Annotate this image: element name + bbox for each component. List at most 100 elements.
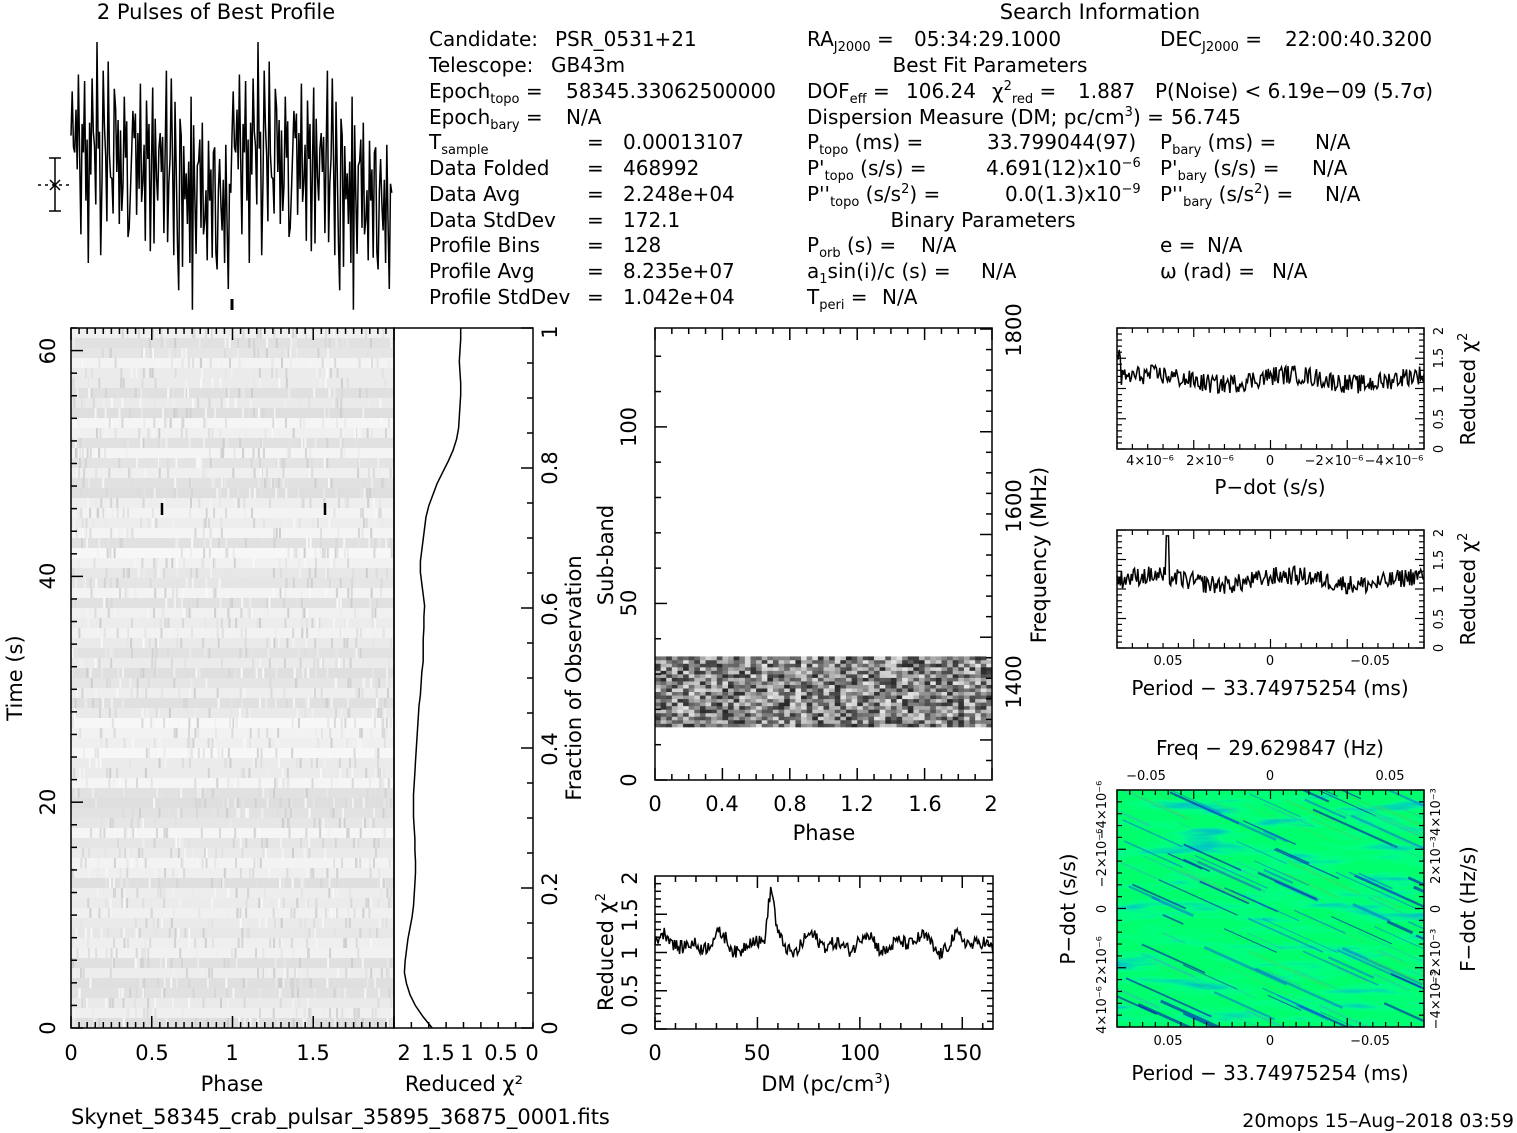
tp-cell bbox=[118, 458, 121, 468]
tp-cell bbox=[333, 928, 336, 938]
sb-cell bbox=[716, 712, 723, 717]
tp-cell bbox=[307, 998, 310, 1008]
tp-cell bbox=[375, 678, 378, 688]
tp-cell bbox=[235, 668, 238, 678]
tp-cell bbox=[278, 558, 281, 568]
tp-cell bbox=[262, 768, 265, 778]
tp-cell bbox=[82, 478, 85, 488]
tp-cell bbox=[373, 838, 376, 848]
tp-cell bbox=[309, 498, 312, 508]
sb-cell bbox=[772, 695, 780, 700]
tp-row bbox=[71, 498, 394, 508]
tp-cell bbox=[304, 648, 307, 658]
tp-cell bbox=[102, 398, 105, 408]
sb-xtick-5: 2 bbox=[984, 792, 997, 816]
tp-cell bbox=[157, 888, 160, 898]
period-chi2-plot: 0.05 0 −0.05 Period − 33.74975254 (ms) 0… bbox=[1116, 529, 1480, 700]
sb-cell bbox=[851, 667, 858, 671]
ppdot-streak bbox=[1221, 963, 1303, 1002]
sb-cell bbox=[896, 659, 903, 664]
tp-cell bbox=[308, 808, 311, 818]
tp-cell bbox=[227, 778, 230, 788]
tp-cell bbox=[128, 488, 131, 498]
tp-cell bbox=[308, 848, 311, 858]
sb-cell bbox=[801, 719, 808, 724]
tp-cell bbox=[387, 968, 390, 978]
tp-cell bbox=[110, 398, 113, 408]
sb-cell bbox=[952, 659, 959, 664]
tp-cell bbox=[173, 728, 176, 738]
tp-cell bbox=[173, 668, 176, 678]
sb-cell bbox=[823, 667, 830, 671]
tp-cell bbox=[271, 638, 274, 648]
pp-lefttick-1: 2×10⁻⁶ bbox=[1095, 936, 1110, 984]
tp-cell bbox=[268, 968, 271, 978]
sb-cell bbox=[840, 702, 847, 707]
tp-cell bbox=[93, 408, 96, 418]
sb-cell bbox=[986, 705, 992, 710]
tp-cell bbox=[351, 798, 354, 808]
subband-x-ticks: 0 0.4 0.8 1.2 1.6 2 bbox=[648, 792, 997, 816]
sb-cell bbox=[705, 688, 712, 693]
tp-cell bbox=[339, 598, 342, 608]
tp-row bbox=[71, 988, 394, 998]
tp-cell bbox=[232, 468, 235, 478]
tp-cell bbox=[253, 468, 256, 478]
tp-cell bbox=[390, 898, 393, 908]
tp-cell bbox=[370, 968, 373, 978]
tp-cell bbox=[270, 908, 273, 918]
sb-cell bbox=[874, 684, 881, 689]
tp-row bbox=[71, 908, 394, 918]
sb-cell bbox=[750, 709, 757, 714]
sb-cell bbox=[795, 698, 802, 703]
sb-cell bbox=[885, 659, 892, 664]
tp-cell bbox=[367, 398, 370, 408]
tp-cell bbox=[204, 648, 207, 658]
tp-cell bbox=[282, 878, 285, 888]
sb-cell bbox=[845, 719, 853, 724]
sb-cell bbox=[772, 677, 780, 682]
sb-cell bbox=[671, 709, 678, 714]
tp-cell bbox=[279, 588, 282, 598]
tp-cell bbox=[86, 448, 89, 458]
sb-cell bbox=[986, 691, 992, 696]
tp-cell bbox=[373, 718, 376, 728]
tp-cell bbox=[306, 898, 309, 908]
tp-cell bbox=[174, 338, 177, 348]
sb-cell bbox=[975, 712, 982, 717]
tp-cell bbox=[185, 388, 188, 398]
tp-cell bbox=[355, 408, 358, 418]
tp-cell bbox=[322, 418, 325, 428]
tp-cell bbox=[274, 698, 277, 708]
sb-cell bbox=[913, 723, 920, 728]
sb-cell bbox=[947, 716, 954, 721]
tp-cell bbox=[84, 398, 87, 408]
tp-cell bbox=[78, 968, 81, 978]
tp-cell bbox=[130, 818, 133, 828]
sb-cell bbox=[705, 684, 712, 689]
tp-cell bbox=[139, 668, 142, 678]
tp-cell bbox=[346, 828, 349, 838]
tp-cell bbox=[84, 828, 87, 838]
tp-cell bbox=[352, 728, 355, 738]
tp-cell bbox=[73, 398, 76, 408]
sb-cell bbox=[795, 663, 802, 668]
tp-cell bbox=[324, 728, 327, 738]
sb-cell bbox=[947, 677, 954, 682]
sb-cell bbox=[958, 716, 965, 721]
tp-cell bbox=[342, 338, 345, 348]
tp-cell bbox=[262, 668, 265, 678]
eq: = bbox=[587, 285, 604, 309]
tp-cell bbox=[190, 748, 193, 758]
tp-cell bbox=[135, 458, 138, 468]
tp-xlabel: Phase bbox=[201, 1072, 264, 1096]
tp-cell bbox=[226, 548, 229, 558]
tp-row bbox=[71, 998, 394, 1008]
chi2-value: 1.887 bbox=[1078, 79, 1135, 103]
tp-cell bbox=[389, 998, 392, 1008]
sb-cell bbox=[817, 691, 824, 696]
sb-cell bbox=[756, 659, 763, 664]
sb-cell bbox=[902, 677, 909, 682]
tp-cell bbox=[230, 368, 233, 378]
tp-cell bbox=[389, 888, 392, 898]
